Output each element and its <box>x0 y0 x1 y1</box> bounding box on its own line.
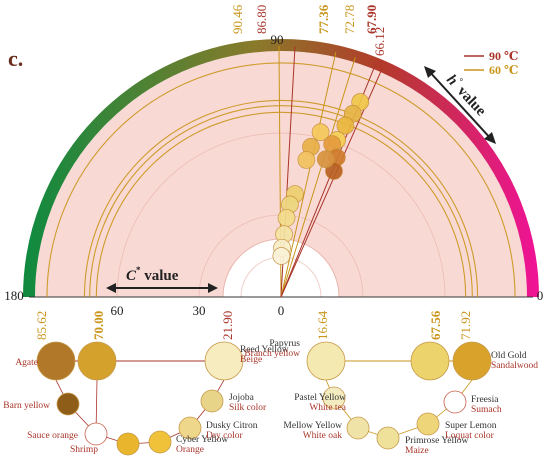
color-swatch <box>204 341 244 381</box>
panel-label: c. <box>8 46 23 71</box>
color-swatch <box>178 416 202 440</box>
hue-value-label: 72.78 <box>342 5 357 34</box>
color-swatch <box>376 426 400 450</box>
color-swatch <box>452 341 492 381</box>
hue-value-label: 86.80 <box>254 5 269 34</box>
legend-label: 60 ℃ <box>489 63 518 77</box>
color-swatch <box>77 341 117 381</box>
hue-arrowhead <box>424 66 436 78</box>
chroma-value-label: 71.92 <box>458 311 473 340</box>
radial-tick-label: 30 <box>193 303 206 318</box>
hue-arrow <box>427 69 493 141</box>
color-swatch <box>416 412 440 436</box>
color-swatch <box>84 422 108 446</box>
swatch-name: Mellow Yellow <box>283 421 342 431</box>
chroma-gridline <box>116 132 446 298</box>
legend-label: 90 ℃ <box>489 49 518 63</box>
chroma-value-label: 67.56 <box>428 310 443 340</box>
swatch-name: Barn yellow <box>3 401 50 411</box>
color-swatch <box>36 341 76 381</box>
swatch-name: Dusky Citron <box>206 421 258 431</box>
swatch-name-alt: Sumach <box>471 405 502 415</box>
hue-line <box>280 57 356 298</box>
data-point <box>277 209 296 227</box>
swatch-name: Jojoba <box>229 393 255 403</box>
swatch-name: Freesia <box>471 395 499 405</box>
swatch-name-alt: Maize <box>405 446 429 456</box>
color-swatch <box>56 392 80 416</box>
swatch-name-alt: White oak <box>303 431 343 441</box>
swatch-name-alt: Beige <box>240 355 262 365</box>
chroma-field <box>35 51 527 298</box>
color-swatch <box>200 389 224 413</box>
chroma-value-label: 21.90 <box>220 311 235 340</box>
hue-value-label: 67.90 <box>364 5 379 34</box>
radial-tick-label: 0 <box>278 303 285 318</box>
chroma-arrowhead <box>106 283 116 293</box>
swatch-name-alt: Dry color <box>206 431 244 441</box>
angle-tick-label: 180 <box>4 288 24 303</box>
color-swatch <box>346 416 370 440</box>
swatch-name: Old Gold <box>491 351 527 361</box>
chroma-arc <box>95 111 467 298</box>
color-swatch <box>443 390 467 414</box>
swatch-name-alt: Loquat color <box>445 431 495 441</box>
swatch-name: Primrose Yellow <box>405 436 468 446</box>
swatch-name: Cyber Yellow <box>176 435 228 445</box>
swatch-name: Sauce orange <box>27 431 78 441</box>
swatch-name-alt: Silk color <box>229 403 267 413</box>
color-swatch <box>306 341 346 381</box>
angle-tick-label: 0 <box>537 288 544 303</box>
data-point <box>272 247 291 265</box>
swatch-name: Shrimp <box>70 445 98 455</box>
radial-tick-label: 60 <box>111 303 124 318</box>
hue-arc <box>23 39 539 298</box>
data-point <box>311 123 330 142</box>
color-swatch <box>410 341 450 381</box>
hue-arrowhead <box>484 132 496 144</box>
data-point <box>316 150 335 169</box>
swatch-name-alt: Branch yellow <box>244 349 300 359</box>
chroma-arc <box>83 99 479 298</box>
swatch-name-alt: Orange <box>176 445 204 455</box>
chroma-axis-label: C* value <box>126 265 179 284</box>
swatch-name: Reed Yellow <box>240 345 289 355</box>
chroma-value-label: 70.00 <box>91 311 106 340</box>
angle-tick-label: 90 <box>271 32 284 47</box>
swatch-name-alt: White tea <box>309 403 346 413</box>
data-point <box>336 116 355 135</box>
swatch-name: Pastel Yellow <box>294 393 346 403</box>
swatch-name: Agate <box>15 358 38 368</box>
swatch-name: Papyrus <box>269 339 300 349</box>
color-swatch <box>322 386 346 410</box>
chroma-arc <box>46 62 516 298</box>
chroma-value-label: 16.64 <box>315 310 330 340</box>
chroma-value-label: 85.62 <box>34 311 49 340</box>
chroma-arc <box>89 105 473 298</box>
hue-value-label: 66.12 <box>372 27 387 56</box>
chroma-arrowhead <box>208 283 218 293</box>
swatch-name-alt: Sandalwood <box>491 361 538 371</box>
data-point <box>297 151 316 169</box>
swatch-name: Super Lemon <box>445 421 497 431</box>
color-swatch <box>116 432 140 456</box>
hue-value-label: 90.46 <box>230 4 245 34</box>
hue-value-label: 77.36 <box>316 4 331 34</box>
color-swatch <box>148 430 172 454</box>
